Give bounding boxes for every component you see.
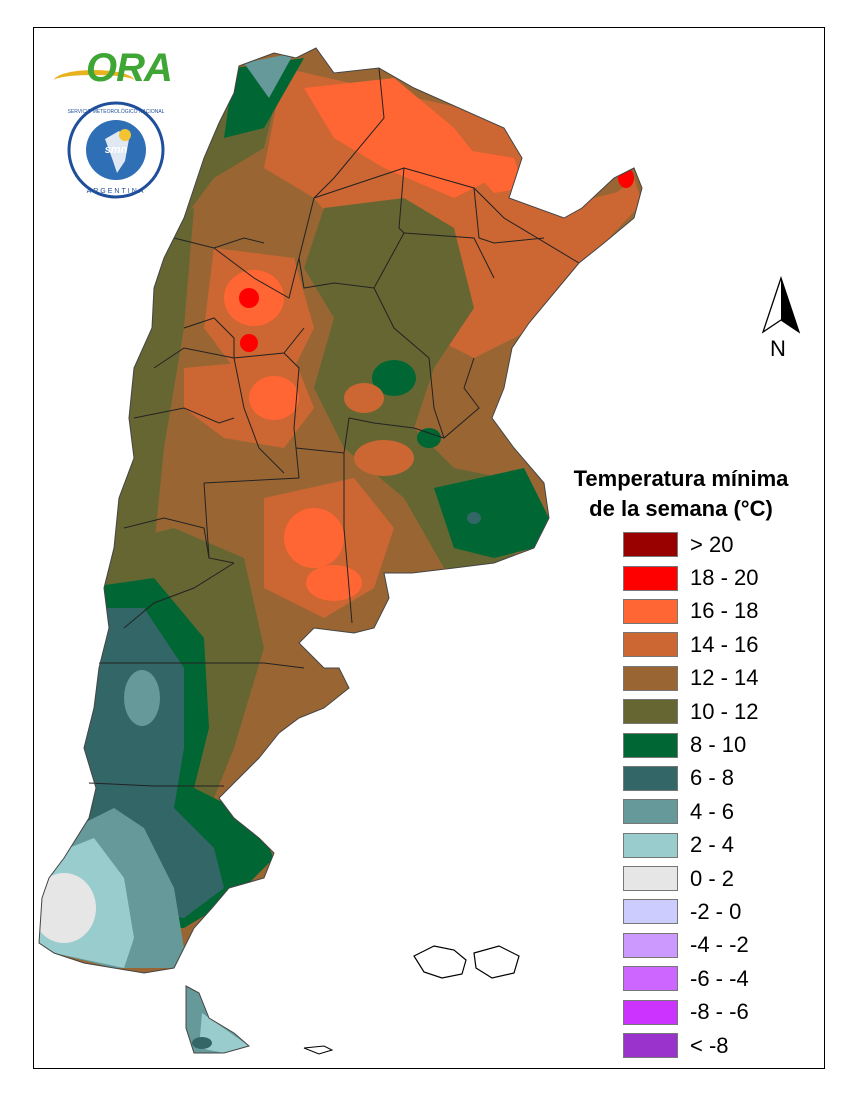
legend-swatch bbox=[623, 732, 678, 758]
legend-label: 0 - 2 bbox=[690, 865, 735, 891]
legend-label: 4 - 6 bbox=[690, 798, 735, 824]
legend-item: 14 - 16 bbox=[623, 628, 816, 661]
legend-swatch bbox=[623, 665, 678, 691]
legend-swatch bbox=[623, 632, 678, 658]
legend-swatch bbox=[623, 866, 678, 892]
legend-label: 10 - 12 bbox=[690, 698, 759, 724]
province-borders bbox=[88, 67, 580, 787]
legend-swatch bbox=[623, 699, 678, 725]
legend-item: -4 - -2 bbox=[623, 929, 816, 962]
smn-seal-icon: smn SERVICIO METEOROLÓGICO NACIONAL ARGE… bbox=[67, 101, 165, 199]
ora-logo: ORA bbox=[54, 44, 173, 94]
legend-item: 12 - 14 bbox=[623, 662, 816, 695]
legend-label: 14 - 16 bbox=[690, 631, 759, 657]
tierra-del-fuego bbox=[186, 986, 249, 1053]
legend-item: 6 - 8 bbox=[623, 762, 816, 795]
legend-item: > 20 bbox=[623, 528, 816, 561]
legend-label: 18 - 20 bbox=[690, 565, 759, 591]
legend-label: -6 - -4 bbox=[690, 965, 749, 991]
ora-logo-text: ORA bbox=[86, 46, 173, 90]
legend-item: -6 - -4 bbox=[623, 962, 816, 995]
legend-title-line2: de la semana (°C) bbox=[589, 496, 773, 521]
smn-ring-text: SERVICIO METEOROLÓGICO NACIONAL bbox=[68, 108, 165, 115]
legend-swatch bbox=[623, 966, 678, 992]
temperature-map bbox=[38, 47, 643, 1055]
legend-label: > 20 bbox=[690, 531, 734, 557]
legend-item: 16 - 18 bbox=[623, 595, 816, 628]
legend-item: -8 - -6 bbox=[623, 995, 816, 1028]
legend-label: 16 - 18 bbox=[690, 598, 759, 624]
legend-swatch bbox=[623, 532, 678, 558]
legend-item: 8 - 10 bbox=[623, 728, 816, 761]
legend-item: 4 - 6 bbox=[623, 795, 816, 828]
legend-label: 2 - 4 bbox=[690, 832, 735, 858]
legend-swatch bbox=[623, 832, 678, 858]
legend-swatch bbox=[623, 899, 678, 925]
legend-label: -4 - -2 bbox=[690, 932, 749, 958]
legend-item: 0 - 2 bbox=[623, 862, 816, 895]
legend-label: 12 - 14 bbox=[690, 665, 759, 691]
legend-label: -8 - -6 bbox=[690, 999, 749, 1025]
map-frame: ORA smn SERVICIO METEOROLÓGICO NACIONAL … bbox=[33, 27, 825, 1069]
malvinas-islands bbox=[413, 945, 520, 979]
smn-center-text: smn bbox=[105, 144, 128, 156]
smn-bottom-text: ARGENTINA bbox=[87, 188, 146, 195]
legend-item: 18 - 20 bbox=[623, 561, 816, 594]
legend-swatch bbox=[623, 598, 678, 624]
north-label: N bbox=[770, 336, 786, 361]
legend-swatch bbox=[623, 999, 678, 1025]
legend-label: -2 - 0 bbox=[690, 898, 742, 924]
north-arrow-icon bbox=[761, 275, 801, 334]
legend-title-line1: Temperatura mínima bbox=[573, 466, 789, 491]
legend-swatch bbox=[623, 565, 678, 591]
legend-label: < -8 bbox=[690, 1032, 729, 1058]
ora-swoosh-icon bbox=[54, 70, 134, 91]
legend-swatch bbox=[623, 932, 678, 958]
legend-label: 6 - 8 bbox=[690, 765, 735, 791]
legend-item: < -8 bbox=[623, 1029, 816, 1062]
legend-items: > 20 18 - 20 16 - 18 14 - 16 12 - 14 10 - 12 8… bbox=[623, 528, 816, 1062]
legend: Temperatura mínima de la semana (°C) > 2… bbox=[546, 464, 816, 1062]
legend-label: 8 - 10 bbox=[690, 732, 747, 758]
legend-swatch bbox=[623, 799, 678, 825]
legend-swatch bbox=[623, 765, 678, 791]
north-arrow: N bbox=[756, 275, 806, 366]
legend-swatch bbox=[623, 1033, 678, 1059]
legend-item: 2 - 4 bbox=[623, 829, 816, 862]
legend-item: -2 - 0 bbox=[623, 895, 816, 928]
legend-item: 10 - 12 bbox=[623, 695, 816, 728]
